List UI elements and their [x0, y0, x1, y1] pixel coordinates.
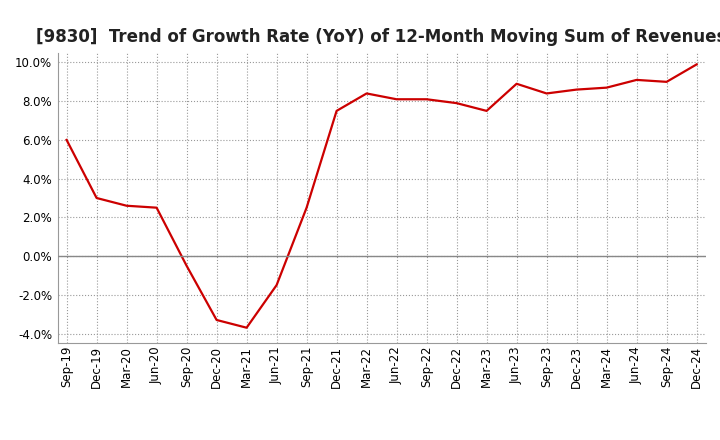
- Title: [9830]  Trend of Growth Rate (YoY) of 12-Month Moving Sum of Revenues: [9830] Trend of Growth Rate (YoY) of 12-…: [37, 28, 720, 46]
